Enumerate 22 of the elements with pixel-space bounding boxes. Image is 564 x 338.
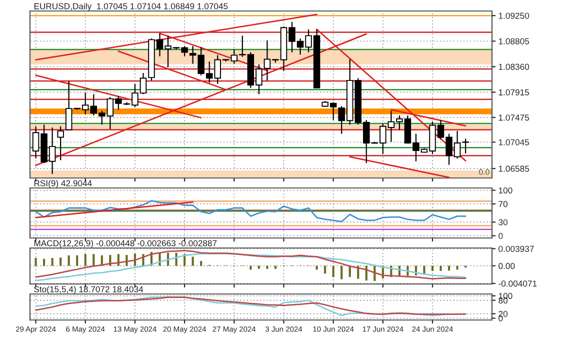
y-tick-label: 100	[498, 187, 512, 194]
y-tick-label: 1.06585	[498, 166, 530, 172]
chart-title: RSI(9) 42.9044	[34, 180, 92, 188]
y-tick-label: 20	[498, 310, 508, 317]
chart-title: EURUSD,Daily 1.07045 1.07104 1.06849 1.07045	[34, 2, 228, 11]
y-tick-label: 80	[498, 297, 508, 304]
chart-title: MACD(12,26,9) -0.000448 -0.002663 -0.002887	[34, 240, 217, 248]
y-tick-label: 70	[498, 201, 508, 208]
y-tick-label: -0.004071	[498, 280, 537, 287]
y-tick-label: 1.07915	[498, 89, 530, 96]
y-tick-label: 0	[498, 232, 503, 239]
y-tick-label: 0.003937	[498, 246, 534, 252]
y-tick-label: 0	[498, 315, 503, 322]
y-tick-label: 1.07475	[498, 114, 530, 121]
chart-title: Sto(15,5,4) 18.7072 18.4034	[34, 286, 144, 294]
y-tick-label: 1.08805	[498, 38, 530, 44]
y-tick-label: 100	[498, 292, 512, 299]
y-tick-label: 1.08360	[498, 64, 530, 70]
y-tick-label: 0.00	[498, 262, 515, 269]
y-tick-label: 30	[498, 219, 508, 226]
y-tick-label: 1.07045	[498, 139, 530, 146]
y-tick-label: 1.09250	[498, 12, 530, 19]
